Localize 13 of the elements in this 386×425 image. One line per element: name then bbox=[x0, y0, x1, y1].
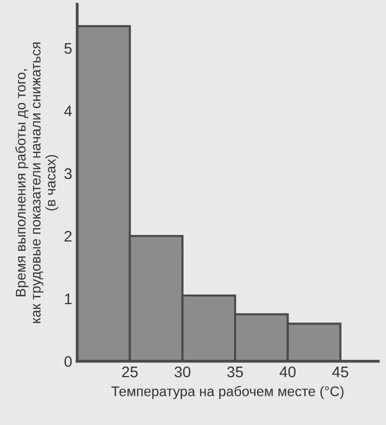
x-axis-title: Температура на рабочем месте (°C) bbox=[111, 386, 344, 399]
y-tick-label: 3 bbox=[64, 168, 72, 180]
y-tick-label: 4 bbox=[64, 106, 72, 116]
y-tick-label: 2 bbox=[64, 230, 72, 242]
y-tick-label: 0 bbox=[64, 356, 72, 367]
x-tick-label: 35 bbox=[227, 366, 243, 378]
x-tick-label: 40 bbox=[280, 366, 296, 378]
x-tick-label: 25 bbox=[122, 366, 138, 378]
y-tick-label: 1 bbox=[65, 294, 72, 304]
x-tick-label: 45 bbox=[332, 366, 348, 378]
y-axis-title: Время выполнения работы до того, как трудовые показатели начали снижаться (в часах) bbox=[15, 42, 58, 323]
x-tick-label: 30 bbox=[174, 366, 190, 378]
y-tick-label: 5 bbox=[64, 43, 72, 54]
